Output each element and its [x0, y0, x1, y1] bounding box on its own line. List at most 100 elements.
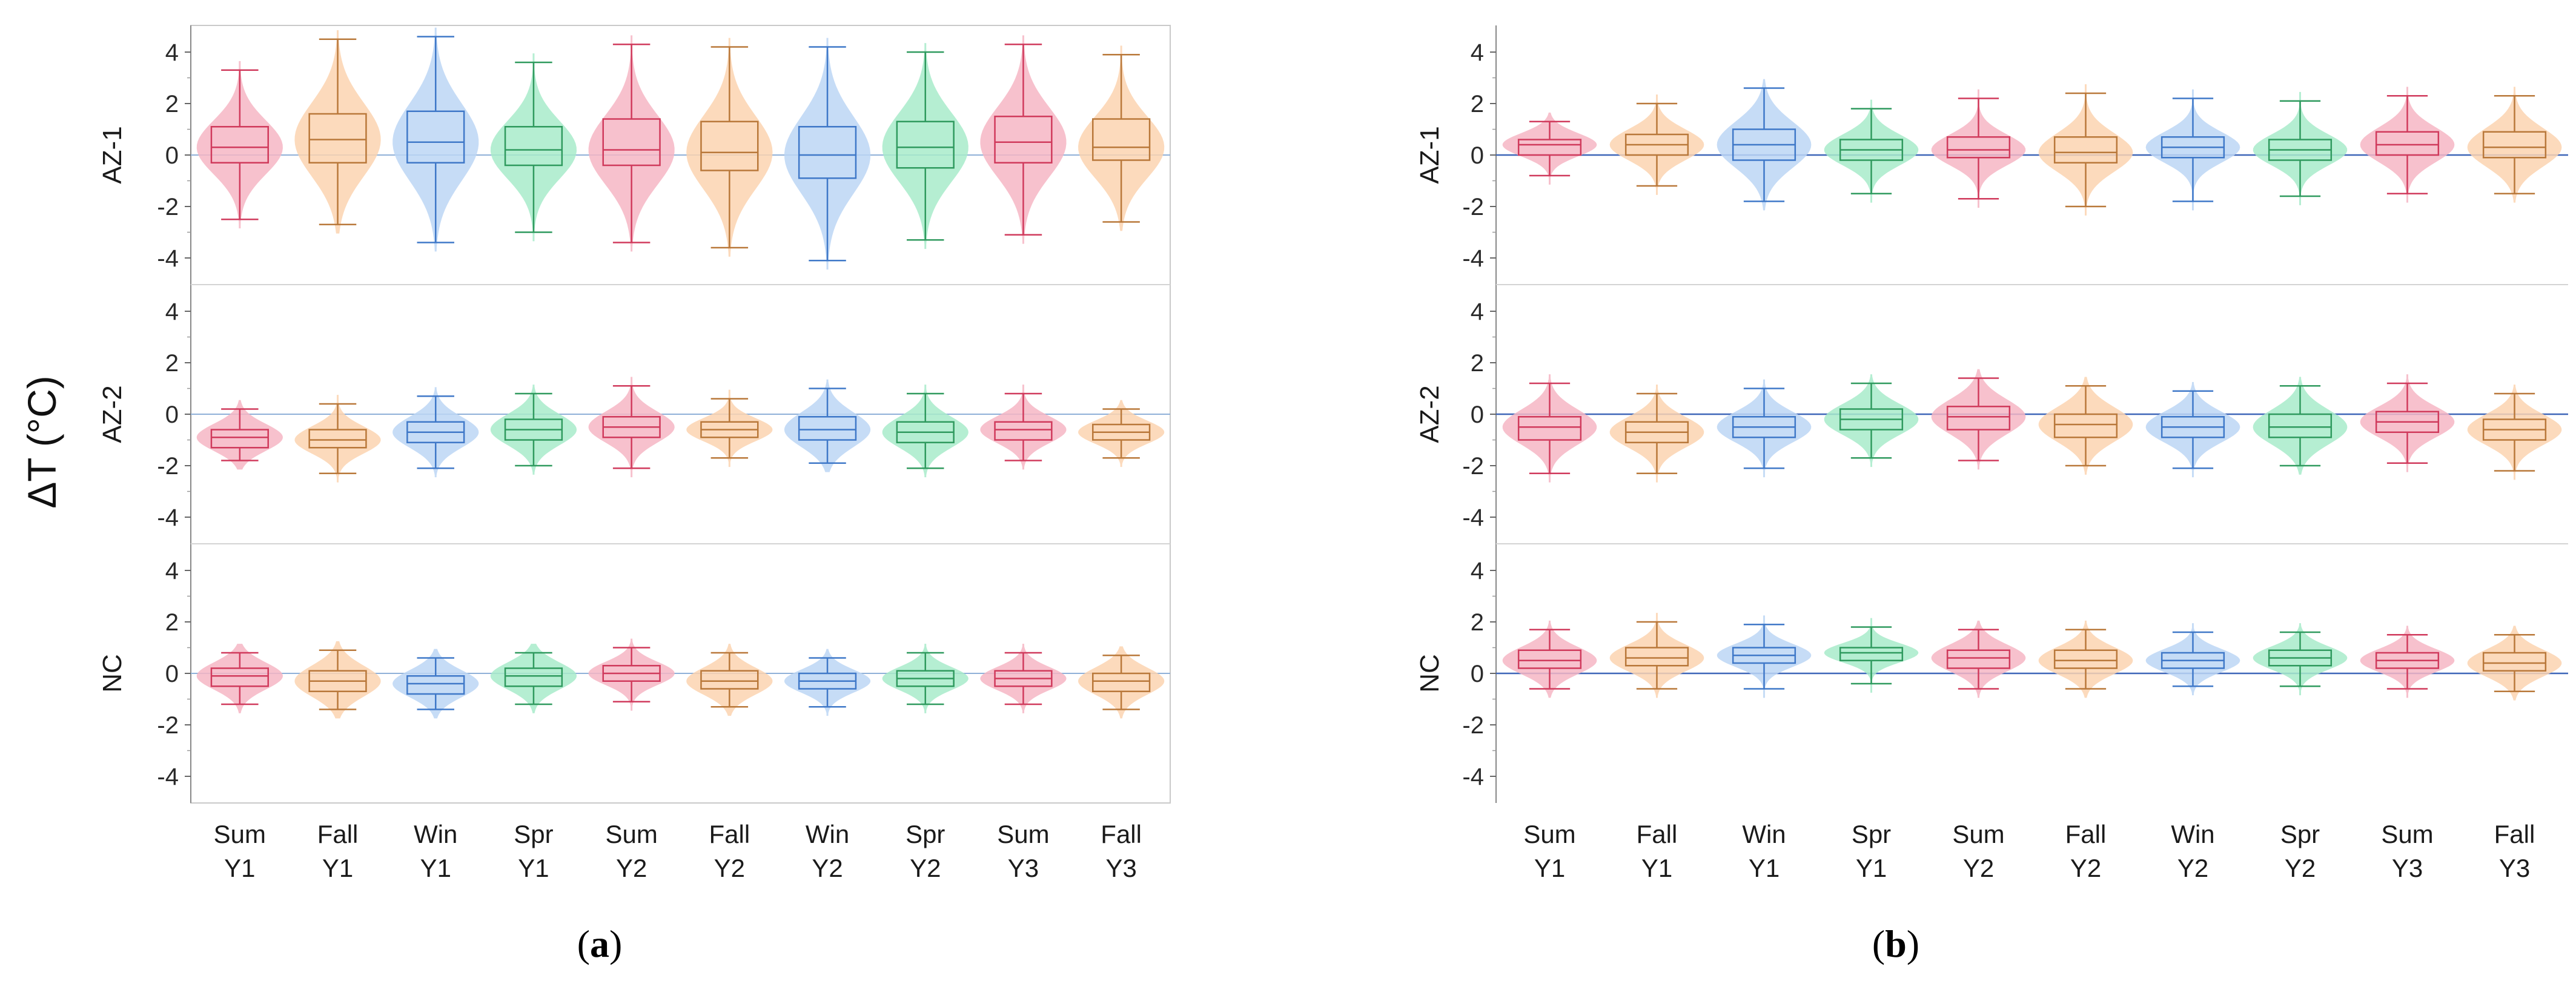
x-tick-label-season: Fall: [2494, 820, 2535, 848]
violin-shape: [980, 35, 1067, 244]
x-tick-label-year: Y2: [616, 854, 647, 882]
iqr-box: [2053, 649, 2118, 669]
violin-shape: [882, 43, 968, 249]
violin-shape: [686, 644, 773, 716]
iqr-box: [1092, 672, 1151, 692]
violin-shape: [2145, 382, 2240, 478]
x-tick-label-season: Fall: [709, 820, 750, 848]
violin-shape: [196, 61, 283, 229]
x-tick-label-year: Y2: [714, 854, 745, 882]
x-tick-label-season: Sum: [605, 820, 657, 848]
x-tick-label-year: Y1: [420, 854, 451, 882]
box-violin-fall-y2: [686, 389, 773, 467]
box-violin-fall-y1: [294, 395, 381, 483]
y-tick-label: 0: [1471, 661, 1484, 687]
box-violin-win-y2: [784, 38, 871, 270]
x-tick-label-season: Spr: [2280, 820, 2320, 848]
row-label: AZ-1: [98, 126, 127, 183]
violin-shape: [2253, 91, 2348, 205]
iqr-box: [1517, 139, 1582, 156]
y-tick-label: 2: [165, 91, 179, 117]
box-violin-spr-y1: [490, 53, 577, 242]
box-violin-sum-y1: [196, 644, 283, 713]
x-tick-label-season: Sum: [997, 820, 1049, 848]
x-tick-label-season: Sum: [1523, 820, 1575, 848]
x-tick-label-year: Y2: [910, 854, 941, 882]
box-violin-win-y2: [784, 649, 871, 716]
violin-shape: [1502, 112, 1597, 185]
violin-shape: [294, 641, 381, 719]
box-violin-sum-y2: [1931, 369, 2026, 470]
x-tick-label-year: Y2: [2177, 854, 2208, 882]
violin-shape: [588, 35, 675, 252]
violin-shape: [1717, 615, 1812, 698]
iqr-box: [2053, 136, 2118, 164]
box-violin-spr-y2: [882, 43, 968, 249]
y-tick-label: 4: [1471, 299, 1484, 325]
iqr-box: [798, 126, 857, 179]
box-violin-win-y1: [392, 649, 479, 719]
box-violin-fall-y3: [2467, 626, 2562, 701]
x-tick-label-year: Y2: [1963, 854, 1994, 882]
violin-shape: [1824, 618, 1919, 693]
box-violin-spr-y2: [882, 644, 968, 713]
box-violin-fall-y3: [1078, 646, 1165, 719]
y-tick-label: 4: [1471, 558, 1484, 584]
violin-shape: [2145, 623, 2240, 696]
violin-shape: [196, 644, 283, 713]
box-violin-spr-y1: [1824, 374, 1919, 467]
box-violin-fall-y1: [294, 641, 381, 719]
iqr-box: [798, 416, 857, 441]
box-violin-spr-y2: [882, 385, 968, 478]
violin-shape: [1717, 379, 1812, 478]
panel-a: 4 2 0 -2 -4 AZ-1 4 2 0 -2 -4 AZ-2 4 2 0 -2 -4 NC Sum Y1 Fall…: [98, 25, 1171, 965]
y-tick-label: 4: [1471, 39, 1484, 66]
row-nc: 4 2 0 -2 -4 NC: [98, 543, 1170, 790]
y-tick-label: -4: [1462, 764, 1484, 790]
violin-shape: [2038, 377, 2133, 475]
x-tick-label-year: Y1: [322, 854, 353, 882]
violin-shape: [1502, 374, 1597, 483]
violin-shape: [294, 30, 381, 234]
iqr-box: [1092, 118, 1151, 161]
violin-shape: [1824, 374, 1919, 467]
violin-shape: [2038, 620, 2133, 698]
y-tick-label: 2: [165, 350, 179, 377]
violin-shape: [980, 385, 1067, 470]
iqr-box: [210, 667, 269, 687]
box-violin-fall-y2: [2038, 377, 2133, 475]
iqr-box: [602, 118, 661, 167]
box-violin-sum-y2: [1931, 620, 2026, 698]
x-tick-label-season: Sum: [214, 820, 266, 848]
y-tick-label: 0: [165, 401, 179, 428]
y-tick-label: 2: [1471, 350, 1484, 377]
violin-shape: [1931, 89, 2026, 208]
x-tick-label-year: Y2: [2285, 854, 2316, 882]
box-violin-fall-y1: [294, 30, 381, 234]
y-tick-label: -2: [1462, 712, 1484, 739]
x-tick-label-year: Y1: [518, 854, 549, 882]
violin-shape: [392, 27, 479, 252]
y-tick-label: -2: [157, 453, 179, 480]
box-violin-sum-y1: [1502, 112, 1597, 185]
violin-shape: [686, 38, 773, 257]
row-label: AZ-1: [1415, 126, 1445, 183]
iqr-box: [1839, 647, 1904, 661]
box-violin-fall-y1: [1609, 385, 1704, 483]
x-tick-label-year: Y3: [1105, 854, 1136, 882]
box-violin-fall-y2: [686, 644, 773, 716]
box-violin-win-y2: [2145, 89, 2240, 211]
y-tick-label: 4: [165, 558, 179, 584]
box-violin-fall-y1: [1609, 94, 1704, 195]
violin-shape: [2253, 623, 2348, 696]
box-violin-fall-y1: [1609, 613, 1704, 698]
x-tick-label-season: Fall: [1101, 820, 1142, 848]
box-violin-win-y1: [392, 387, 479, 478]
iqr-box: [994, 421, 1053, 441]
violin-shape: [882, 385, 968, 478]
y-tick-label: -4: [157, 245, 179, 272]
violin-shape: [490, 644, 577, 713]
row-az-1: 4 2 0 -2 -4 AZ-1: [1415, 39, 2568, 272]
iqr-box: [1946, 406, 2011, 431]
